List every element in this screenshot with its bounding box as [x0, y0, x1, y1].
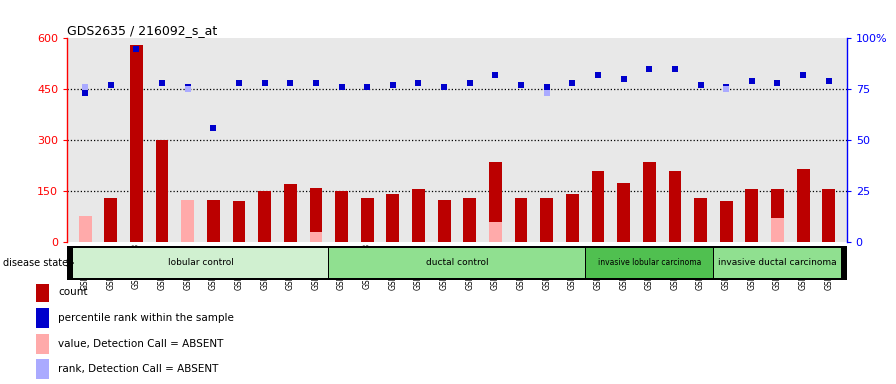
- Bar: [329, 248, 585, 278]
- Text: lobular control: lobular control: [168, 258, 234, 267]
- Bar: [745, 189, 758, 242]
- Bar: [797, 169, 810, 242]
- Bar: [361, 198, 374, 242]
- Text: count: count: [58, 287, 88, 297]
- Bar: [104, 198, 117, 242]
- Bar: [412, 189, 425, 242]
- Bar: [586, 248, 713, 278]
- Text: rank, Detection Call = ABSENT: rank, Detection Call = ABSENT: [58, 364, 219, 374]
- Bar: [386, 194, 400, 242]
- Bar: [771, 218, 784, 242]
- Bar: [823, 189, 835, 242]
- Bar: [36, 282, 49, 302]
- Bar: [514, 198, 528, 242]
- Bar: [714, 248, 841, 278]
- Bar: [489, 162, 502, 242]
- Bar: [438, 200, 451, 242]
- Bar: [668, 171, 681, 242]
- Bar: [181, 200, 194, 242]
- Text: GDS2635 / 216092_s_at: GDS2635 / 216092_s_at: [67, 24, 218, 37]
- Bar: [207, 200, 220, 242]
- Text: disease state: disease state: [3, 258, 68, 268]
- Text: invasive lobular carcinoma: invasive lobular carcinoma: [598, 258, 701, 267]
- Bar: [309, 232, 323, 242]
- Bar: [130, 45, 142, 242]
- Bar: [591, 171, 605, 242]
- Bar: [463, 198, 476, 242]
- Bar: [540, 198, 553, 242]
- Text: invasive ductal carcinoma: invasive ductal carcinoma: [719, 258, 837, 267]
- Bar: [719, 201, 733, 242]
- Bar: [694, 198, 707, 242]
- Bar: [566, 194, 579, 242]
- Bar: [36, 359, 49, 379]
- Bar: [335, 191, 348, 242]
- Bar: [771, 189, 784, 242]
- Bar: [156, 140, 168, 242]
- Bar: [73, 248, 328, 278]
- Bar: [642, 162, 656, 242]
- Text: value, Detection Call = ABSENT: value, Detection Call = ABSENT: [58, 339, 224, 349]
- Bar: [617, 182, 630, 242]
- Bar: [233, 201, 246, 242]
- Bar: [489, 222, 502, 242]
- Bar: [36, 308, 49, 328]
- Bar: [284, 184, 297, 242]
- Text: percentile rank within the sample: percentile rank within the sample: [58, 313, 234, 323]
- Text: ductal control: ductal control: [426, 258, 488, 267]
- Bar: [79, 217, 91, 242]
- Bar: [309, 188, 323, 242]
- Bar: [258, 191, 271, 242]
- Bar: [36, 334, 49, 354]
